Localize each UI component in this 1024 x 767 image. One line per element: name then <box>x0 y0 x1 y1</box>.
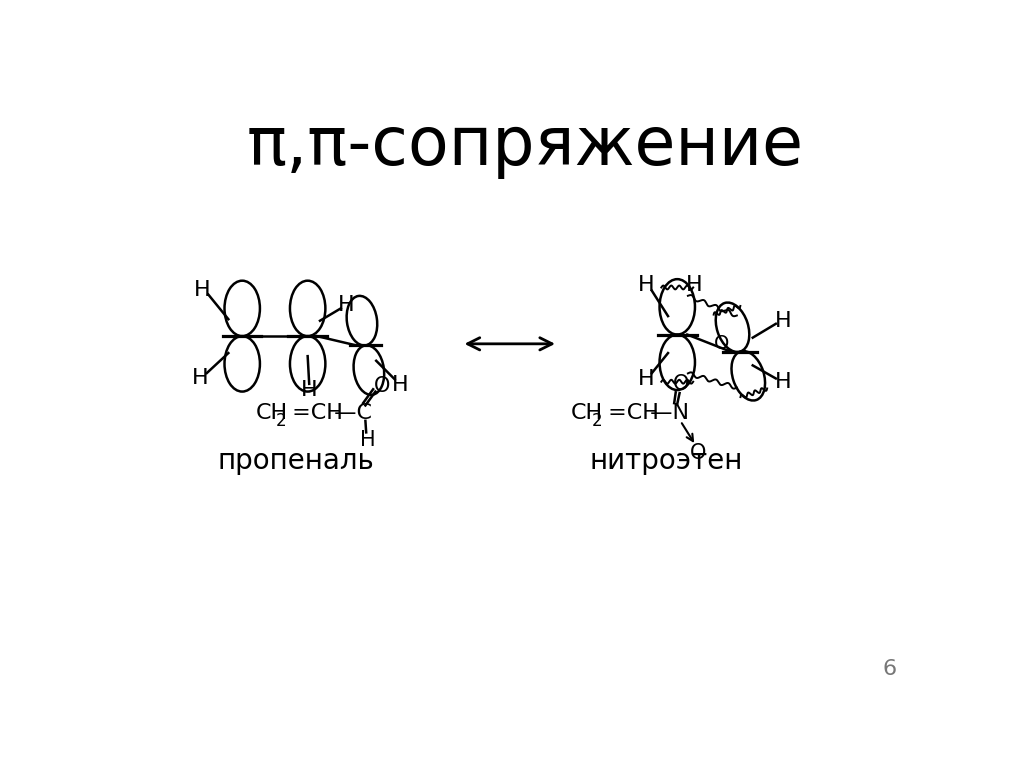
Ellipse shape <box>731 351 765 400</box>
Ellipse shape <box>224 281 260 336</box>
Ellipse shape <box>353 345 384 395</box>
Ellipse shape <box>224 336 260 392</box>
Text: =CH: =CH <box>286 403 343 423</box>
Text: H: H <box>194 280 211 300</box>
Text: O: O <box>673 374 689 394</box>
Text: H: H <box>686 275 702 295</box>
Text: —C: —C <box>327 403 372 423</box>
Text: 2: 2 <box>592 412 602 430</box>
Text: 2: 2 <box>275 412 287 430</box>
Text: CH: CH <box>255 403 288 423</box>
Text: H: H <box>359 430 376 450</box>
Text: H: H <box>392 375 409 396</box>
Text: пропеналь: пропеналь <box>218 447 375 475</box>
Text: H: H <box>193 368 209 388</box>
Ellipse shape <box>290 336 326 392</box>
Text: O: O <box>374 376 390 397</box>
Ellipse shape <box>716 302 750 352</box>
Text: H: H <box>638 369 654 389</box>
Text: π,π-сопряжение: π,π-сопряжение <box>247 113 803 179</box>
Text: O: O <box>714 334 730 354</box>
Text: CH: CH <box>571 403 603 423</box>
Text: нитроэтен: нитроэтен <box>589 447 742 475</box>
Ellipse shape <box>290 281 326 336</box>
Ellipse shape <box>347 296 377 345</box>
Text: =CH: =CH <box>601 403 658 423</box>
Text: 6: 6 <box>883 659 897 679</box>
Text: H: H <box>301 380 317 400</box>
Text: O: O <box>690 443 707 463</box>
Text: H: H <box>338 295 354 315</box>
Text: H: H <box>638 275 654 295</box>
Text: —N: —N <box>643 403 688 423</box>
Ellipse shape <box>659 279 695 334</box>
Ellipse shape <box>659 334 695 390</box>
Text: H: H <box>774 372 792 393</box>
Text: H: H <box>774 311 792 331</box>
